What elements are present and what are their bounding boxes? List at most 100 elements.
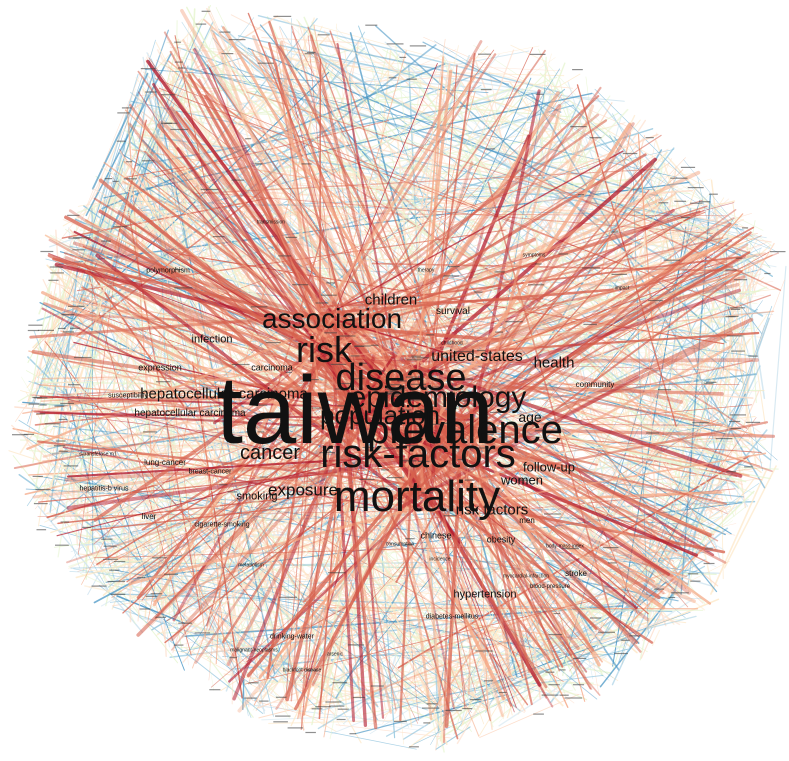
edge: [325, 75, 476, 310]
edge: [192, 191, 390, 380]
node-mark: [480, 89, 492, 91]
node-mark: [209, 689, 221, 691]
edge: [415, 189, 650, 469]
edge: [110, 243, 337, 343]
node-label-age: age: [518, 409, 542, 425]
node-mark: [400, 460, 417, 462]
edge: [63, 520, 81, 569]
node-mark: [301, 163, 312, 165]
node-mark: [275, 715, 291, 717]
node-mark: [629, 635, 641, 637]
node-label-childhood: childhood: [441, 340, 463, 347]
node-mark: [388, 389, 401, 391]
node-mark: [705, 381, 717, 383]
node-label-exposure: exposure: [268, 480, 338, 500]
node-label-expression: expression: [138, 362, 182, 373]
edge: [352, 76, 558, 155]
node-mark: [443, 422, 453, 424]
node-mark: [336, 718, 346, 721]
node-label-prevalence: prevalence: [367, 408, 563, 452]
node-mark: [728, 315, 739, 317]
node-mark: [104, 178, 113, 180]
node-mark: [257, 62, 274, 64]
node-mark: [577, 194, 585, 196]
edge: [335, 310, 775, 358]
edge: [64, 469, 188, 622]
node-mark: [61, 314, 75, 316]
edge: [66, 456, 428, 510]
node-mark: [174, 268, 183, 271]
node-label-cigarette-smoking: cigarette-smoking: [194, 521, 250, 529]
edge: [431, 487, 581, 713]
edge: [478, 105, 562, 421]
edge: [208, 324, 341, 632]
node-mark: [28, 403, 40, 405]
node-mark: [101, 538, 113, 540]
node-mark: [330, 363, 347, 365]
node-mark: [572, 69, 583, 71]
node-mark: [257, 431, 265, 433]
edge: [383, 440, 656, 583]
node-mark: [602, 547, 619, 549]
node-mark: [486, 148, 495, 150]
node-mark: [12, 434, 28, 436]
edge: [69, 475, 323, 713]
edge: [414, 249, 631, 494]
node-mark: [388, 77, 397, 79]
node-label-body-mass-index: body-mass index: [546, 543, 584, 550]
node-mark: [405, 538, 415, 540]
node-mark: [113, 226, 128, 228]
edge: [399, 208, 675, 392]
node-mark: [535, 93, 544, 95]
edge: [473, 446, 551, 661]
node-mark: [312, 407, 324, 409]
node-mark: [28, 324, 43, 326]
edge: [133, 93, 541, 457]
node-mark: [352, 696, 365, 699]
edge: [261, 715, 360, 721]
node-mark: [687, 187, 704, 189]
node-mark: [646, 432, 660, 434]
edge: [222, 415, 370, 644]
edge: [137, 70, 320, 322]
node-mark: [365, 24, 378, 26]
edge: [320, 134, 662, 356]
edge: [425, 251, 751, 442]
edge: [429, 457, 689, 560]
node-mark: [68, 305, 85, 307]
node-mark: [40, 250, 54, 253]
node-mark: [337, 708, 349, 710]
node-mark: [36, 413, 46, 415]
node-mark: [23, 433, 34, 435]
edge: [255, 391, 393, 508]
edge: [428, 366, 444, 508]
node-mark: [690, 202, 703, 204]
edge: [392, 648, 629, 710]
node-mark: [559, 669, 566, 671]
node-label-polymorphism: polymorphism: [146, 267, 190, 275]
node-mark: [231, 179, 245, 181]
edge: [490, 681, 546, 725]
node-mark: [27, 329, 39, 332]
node-mark: [337, 405, 347, 407]
edge: [41, 338, 502, 608]
node-label-population: population: [320, 400, 440, 430]
node-mark: [400, 396, 415, 399]
edge: [573, 603, 633, 624]
node-mark: [319, 452, 335, 454]
edge: [242, 679, 245, 710]
node-mark: [328, 572, 346, 574]
node-mark: [50, 272, 64, 274]
node-mark: [499, 436, 511, 438]
node-mark: [726, 335, 743, 337]
node-mark: [729, 420, 741, 423]
node-mark: [668, 596, 676, 599]
node-mark: [479, 390, 487, 392]
node-mark: [703, 562, 715, 565]
node-mark: [534, 430, 543, 432]
node-mark: [155, 616, 167, 618]
node-mark: [411, 383, 426, 385]
edge: [182, 39, 334, 321]
node-mark: [212, 236, 225, 238]
edge: [148, 60, 276, 675]
